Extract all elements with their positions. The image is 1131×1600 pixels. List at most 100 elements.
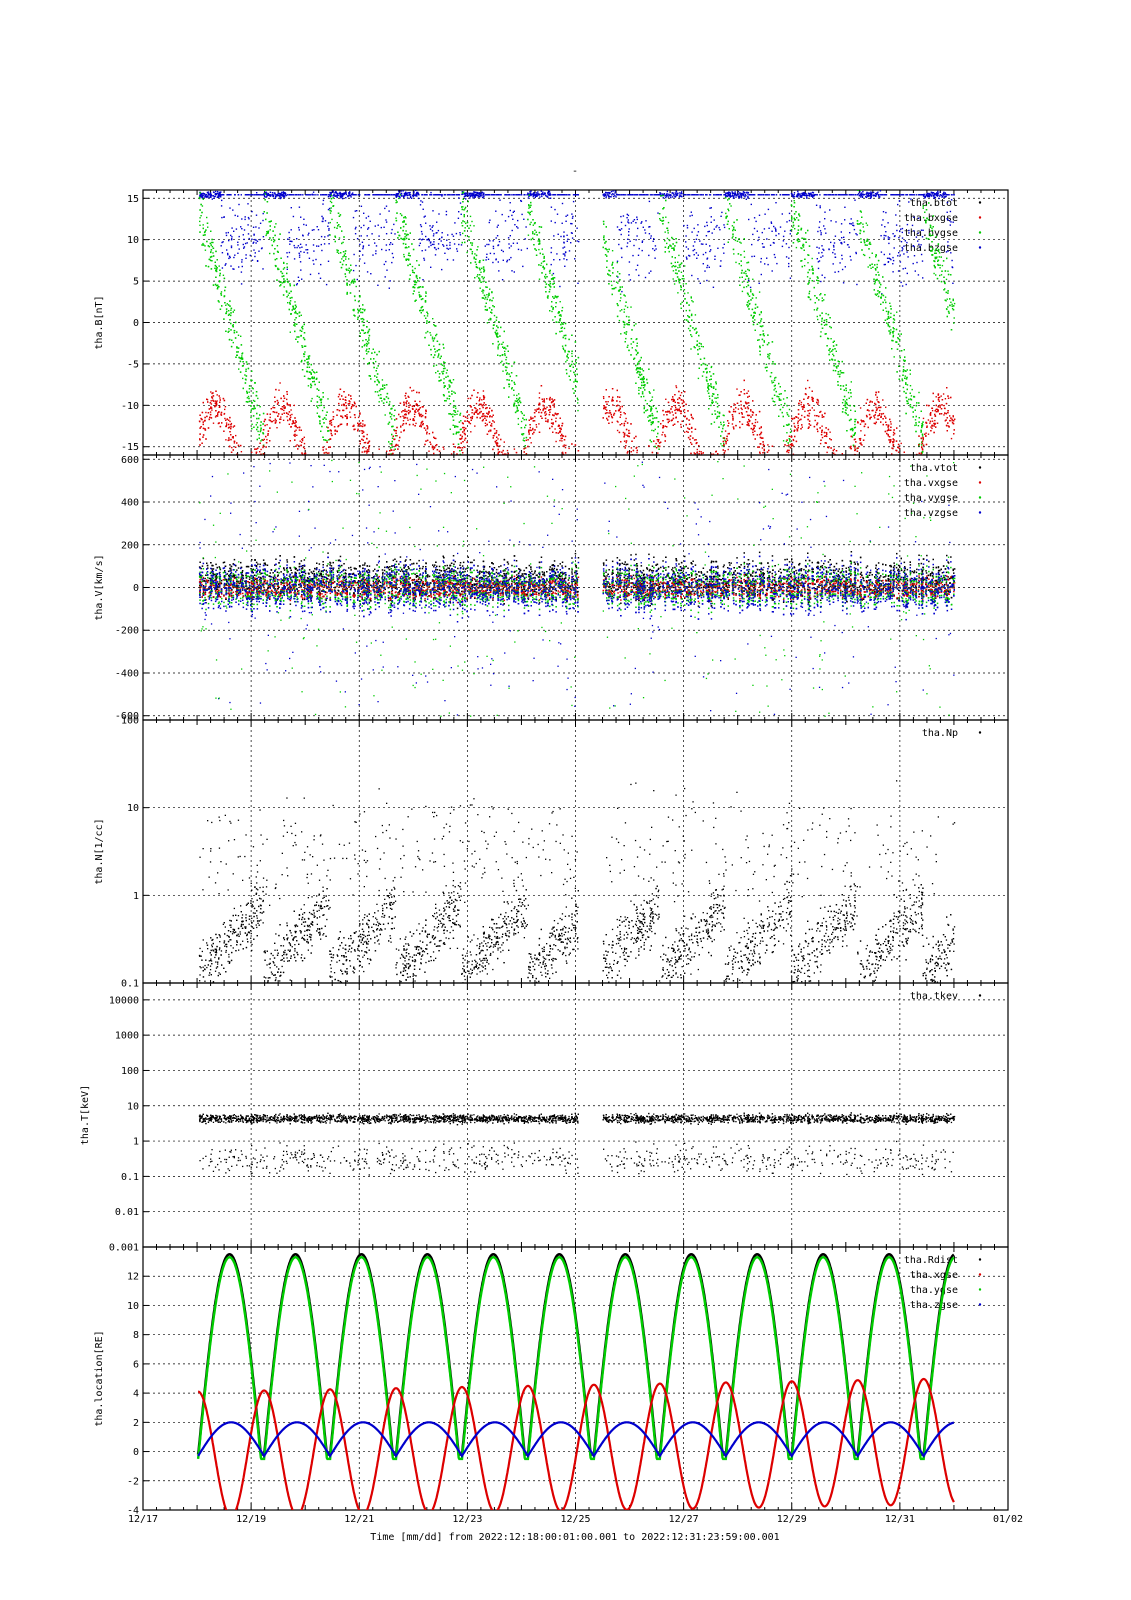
orbit-series-black: [196, 1252, 955, 1456]
y-tick-label: 0: [133, 318, 139, 329]
y-tick-label: 0: [133, 1447, 139, 1458]
y-tick-label: 100: [121, 716, 139, 727]
data-layer: [196, 1252, 955, 1510]
x-tick-label: 12/23: [452, 1514, 482, 1525]
y-tick-label: -10: [121, 401, 139, 412]
scatter-series-black: [198, 869, 956, 983]
y-tick-label: -600: [115, 711, 139, 722]
x-tick-label: 12/19: [236, 1514, 266, 1525]
panel-4: 10000 1000 100 10 1 0.1 0.01 0.001 tha.T[keV] tha…: [80, 982, 1009, 1254]
y-tick-label: 10: [127, 1301, 139, 1312]
y-tick-label: -400: [115, 668, 139, 679]
scatter-series-black: [198, 1112, 956, 1126]
legend-entry-marker: [978, 481, 982, 484]
legend-entry-label: tha.bxgse: [904, 213, 958, 224]
y-tick-label: 200: [121, 540, 139, 551]
data-layer: [198, 459, 956, 717]
x-tick-label: 12/29: [777, 1514, 807, 1525]
legend-entry-label: tha.ygse: [910, 1285, 958, 1296]
data-layer: [198, 1112, 956, 1177]
legend-entry-marker: [978, 1273, 982, 1276]
legend-entry-label: tha.Np: [922, 728, 958, 739]
legend-entry-marker: [978, 496, 982, 499]
x-tick-label: 01/02: [993, 1514, 1023, 1525]
legend-entry-marker: [978, 1258, 982, 1261]
legend-entry-marker: [978, 994, 982, 997]
y-axis-label: tha.V[km/s]: [94, 554, 105, 620]
y-tick-label: -5: [127, 359, 139, 370]
y-tick-label: -4: [127, 1506, 139, 1517]
y-tick-label: 0.1: [121, 979, 139, 990]
data-layer: [198, 190, 956, 455]
legend-entry-marker: [978, 1303, 982, 1306]
y-tick-label: 4: [133, 1389, 139, 1400]
orbit-series-blue: [197, 1421, 955, 1458]
y-axis-label: tha.B[nT]: [94, 295, 105, 349]
orbit-series-red: [197, 1377, 955, 1510]
y-tick-label: 1: [133, 891, 139, 902]
legend-entry-label: tha.Rdist: [904, 1255, 958, 1266]
scatter-series-black: [199, 780, 956, 919]
legend-entry-label: tha.bzgse: [904, 243, 958, 254]
legend-entry-label: tha.vxgse: [904, 478, 958, 489]
y-tick-label: 0.001: [109, 1243, 139, 1254]
panel-1: 15 10 5 0 -5 -10 -15 tha.B[nT] tha.btot tha.bxgse…: [94, 189, 1009, 456]
legend-entry-label: tha.tkev: [910, 991, 958, 1002]
y-tick-label: -15: [121, 442, 139, 453]
y-tick-label: 15: [127, 194, 139, 205]
scatter-series-red: [198, 379, 956, 455]
scatter-series-blue: [198, 554, 956, 623]
legend-entry-label: tha.btot: [910, 198, 958, 209]
x-tick-label: 12/25: [560, 1514, 590, 1525]
y-tick-label: 400: [121, 498, 139, 509]
y-tick-label: -200: [115, 626, 139, 637]
y-axis-label: tha.T[keV]: [80, 1085, 91, 1145]
legend-entry-label: tha.bygse: [904, 228, 958, 239]
y-tick-label: 10: [127, 803, 139, 814]
chart-title-dash: -: [572, 166, 578, 177]
legend-entry-label: tha.vygse: [904, 493, 958, 504]
panel-frame: [142, 1246, 1009, 1511]
scatter-series-green: [198, 190, 956, 455]
y-tick-label: 5: [133, 277, 139, 288]
y-tick-label: 0.1: [121, 1172, 139, 1183]
y-tick-label: 10: [127, 235, 139, 246]
y-axis-label: tha.N[1/cc]: [94, 818, 105, 884]
legend-entry-marker: [978, 216, 982, 219]
y-tick-label: 12: [127, 1272, 139, 1283]
legend-entry-marker: [978, 731, 982, 734]
legend-entry-marker: [978, 511, 982, 514]
panel-3: 100 10 1 0.1 tha.N[1/cc] tha.Np: [94, 716, 1009, 990]
x-tick-label: 12/31: [885, 1514, 915, 1525]
panel-5: 12 10 8 6 4 2 0 -2 -4 tha.location[RE] tha.Rdist th…: [94, 1246, 1009, 1517]
legend-entry-marker: [978, 246, 982, 249]
orbit-series-green: [196, 1255, 955, 1461]
scatter-series-blue: [199, 461, 955, 716]
x-tick-label: 12/17: [128, 1514, 158, 1525]
y-tick-label: 1: [133, 1137, 139, 1148]
legend-entry-marker: [978, 466, 982, 469]
y-tick-label: -2: [127, 1476, 139, 1487]
scatter-series-black: [199, 1140, 954, 1177]
scatter-series-blue: [199, 190, 955, 295]
y-tick-label: 0: [133, 583, 139, 594]
x-tick-label: 12/21: [344, 1514, 374, 1525]
y-tick-label: 2: [133, 1418, 139, 1429]
legend-entry-label: tha.xgse: [910, 1270, 958, 1281]
panel-2: 600 400 200 0 -200 -400 -600 tha.V[km/s] tha.vto…: [94, 454, 1009, 722]
y-tick-label: 100: [121, 1066, 139, 1077]
scatter-series-green: [199, 459, 955, 717]
y-tick-label: 6: [133, 1359, 139, 1370]
legend-entry-marker: [978, 1288, 982, 1291]
x-axis-label: Time [mm/dd] from 2022:12:18:00:01:00.00…: [370, 1532, 779, 1543]
legend-entry-label: tha.vtot: [910, 463, 958, 474]
y-tick-label: 10: [127, 1101, 139, 1112]
x-tick-label: 12/27: [669, 1514, 699, 1525]
y-tick-label: 600: [121, 455, 139, 466]
legend-entry-label: tha.zgse: [910, 1300, 958, 1311]
y-tick-label: 0.01: [115, 1207, 139, 1218]
legend-entry-marker: [978, 201, 982, 204]
y-axis-label: tha.location[RE]: [94, 1330, 105, 1426]
y-tick-label: 8: [133, 1330, 139, 1341]
